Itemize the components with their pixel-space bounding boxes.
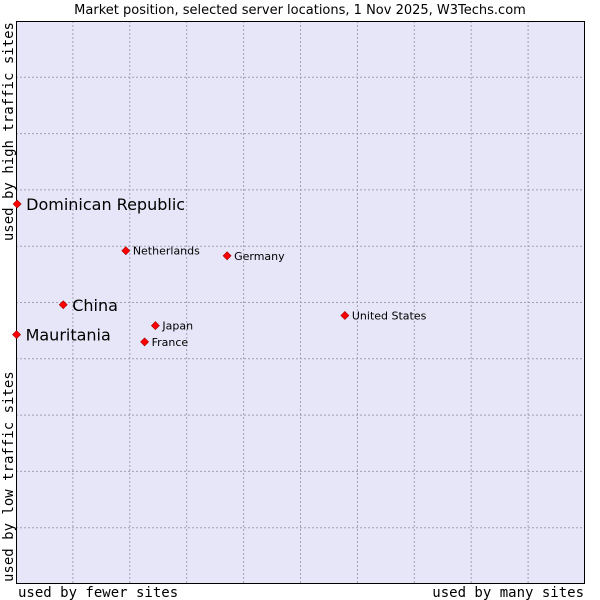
point-label: Germany <box>234 250 285 263</box>
point-marker <box>58 300 68 310</box>
x-axis-label-right: used by many sites <box>432 585 584 600</box>
data-point: France <box>140 336 189 349</box>
data-point: Dominican Republic <box>12 195 185 214</box>
point-label: China <box>72 296 118 315</box>
point-marker <box>12 199 22 209</box>
y-axis-label-top: used by high traffic sites <box>1 22 17 241</box>
x-axis-label-left: used by fewer sites <box>18 585 178 600</box>
point-label: Japan <box>161 320 193 333</box>
point-marker <box>12 330 21 340</box>
data-point: China <box>58 296 118 315</box>
point-marker <box>340 311 350 320</box>
chart-title: Market position, selected server locatio… <box>74 3 526 18</box>
data-points: Dominican Republic China Mauritania Netherl… <box>12 195 427 349</box>
y-axis-label-bottom: used by low traffic sites <box>1 371 17 582</box>
point-marker <box>150 321 160 331</box>
grid <box>16 21 585 584</box>
point-label: United States <box>352 309 427 322</box>
point-label: Dominican Republic <box>26 195 185 214</box>
data-point: Japan <box>150 320 193 333</box>
point-marker <box>121 246 131 256</box>
plot-frame <box>16 21 585 584</box>
data-point: Germany <box>222 250 285 263</box>
data-point: United States <box>340 309 427 322</box>
point-label: France <box>152 336 189 349</box>
point-marker <box>222 251 232 261</box>
point-label: Netherlands <box>133 245 200 258</box>
point-marker <box>140 337 150 347</box>
point-label: Mauritania <box>26 326 111 345</box>
data-point: Mauritania <box>12 326 111 345</box>
data-point: Netherlands <box>121 245 200 258</box>
